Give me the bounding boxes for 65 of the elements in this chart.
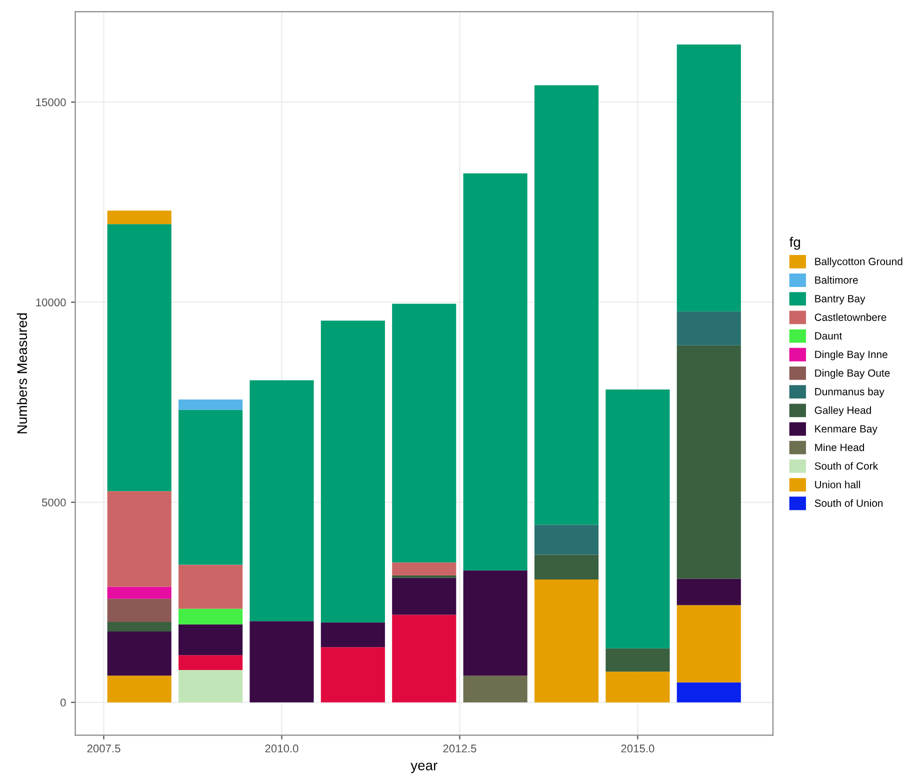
bar <box>178 564 243 609</box>
legend-label: Castletownbere <box>814 313 886 321</box>
bar <box>463 676 528 702</box>
y-tick-label: 15000 <box>36 98 66 106</box>
bar <box>392 614 456 702</box>
x-tick-label: 2010.0 <box>265 744 298 752</box>
y-tick-label: 0 <box>60 698 66 707</box>
y-tick-label: 5000 <box>42 498 66 506</box>
bar <box>250 621 314 702</box>
bar <box>107 224 172 492</box>
legend-label: Bantry Bay <box>815 295 866 304</box>
y-axis-title: Numbers Measured <box>16 313 28 434</box>
bar <box>320 647 385 702</box>
bar <box>676 311 741 346</box>
bar <box>107 586 172 599</box>
bar <box>107 632 172 676</box>
legend-label: Ballycotton Ground <box>815 258 902 268</box>
bar <box>107 676 172 702</box>
bar <box>606 672 670 702</box>
bar <box>676 605 741 682</box>
legend-label: South of Union <box>814 499 883 507</box>
x-tick-label: 2012.5 <box>443 744 476 752</box>
bar <box>178 399 243 410</box>
legend-label: Dingle Bay Oute <box>815 369 890 379</box>
bar <box>178 624 243 656</box>
legend-label: Kenmare Bay <box>815 425 878 435</box>
bar <box>320 622 385 648</box>
bar <box>606 389 670 648</box>
bar <box>676 578 741 606</box>
bar <box>178 655 243 670</box>
bar <box>107 491 172 587</box>
bar <box>178 670 243 702</box>
bar <box>178 608 243 624</box>
bar <box>178 410 243 565</box>
legend-label: Baltimore <box>815 276 858 284</box>
bar <box>107 210 172 224</box>
bar <box>463 570 528 676</box>
legend-label: Mine Head <box>815 443 864 452</box>
legend-label: Galley Head <box>814 406 871 416</box>
bar <box>676 345 741 579</box>
bar <box>463 173 528 570</box>
bar <box>107 622 172 632</box>
bar <box>676 44 741 312</box>
bar <box>250 380 314 622</box>
x-tick-label: 2007.5 <box>87 744 120 752</box>
bar <box>676 682 741 702</box>
bar <box>392 578 456 615</box>
bar <box>320 320 385 622</box>
bar <box>392 304 456 562</box>
legend-label: South of Cork <box>814 462 878 470</box>
legend-title: fg <box>790 236 800 250</box>
legend-label: Dunmanus bay <box>815 388 884 398</box>
bar <box>534 524 599 555</box>
y-tick-label: 10000 <box>36 298 66 306</box>
x-axis-title: year <box>410 762 438 774</box>
legend-label: Daunt <box>815 332 842 340</box>
bar <box>107 598 172 622</box>
bar <box>392 562 456 576</box>
bar <box>606 648 670 672</box>
legend-label: Union hall <box>815 480 860 488</box>
bar <box>534 85 599 525</box>
legend-label: Dingle Bay Inne <box>815 350 888 360</box>
bar <box>534 554 599 580</box>
bar <box>534 580 599 702</box>
x-tick-label: 2015.0 <box>621 744 654 752</box>
